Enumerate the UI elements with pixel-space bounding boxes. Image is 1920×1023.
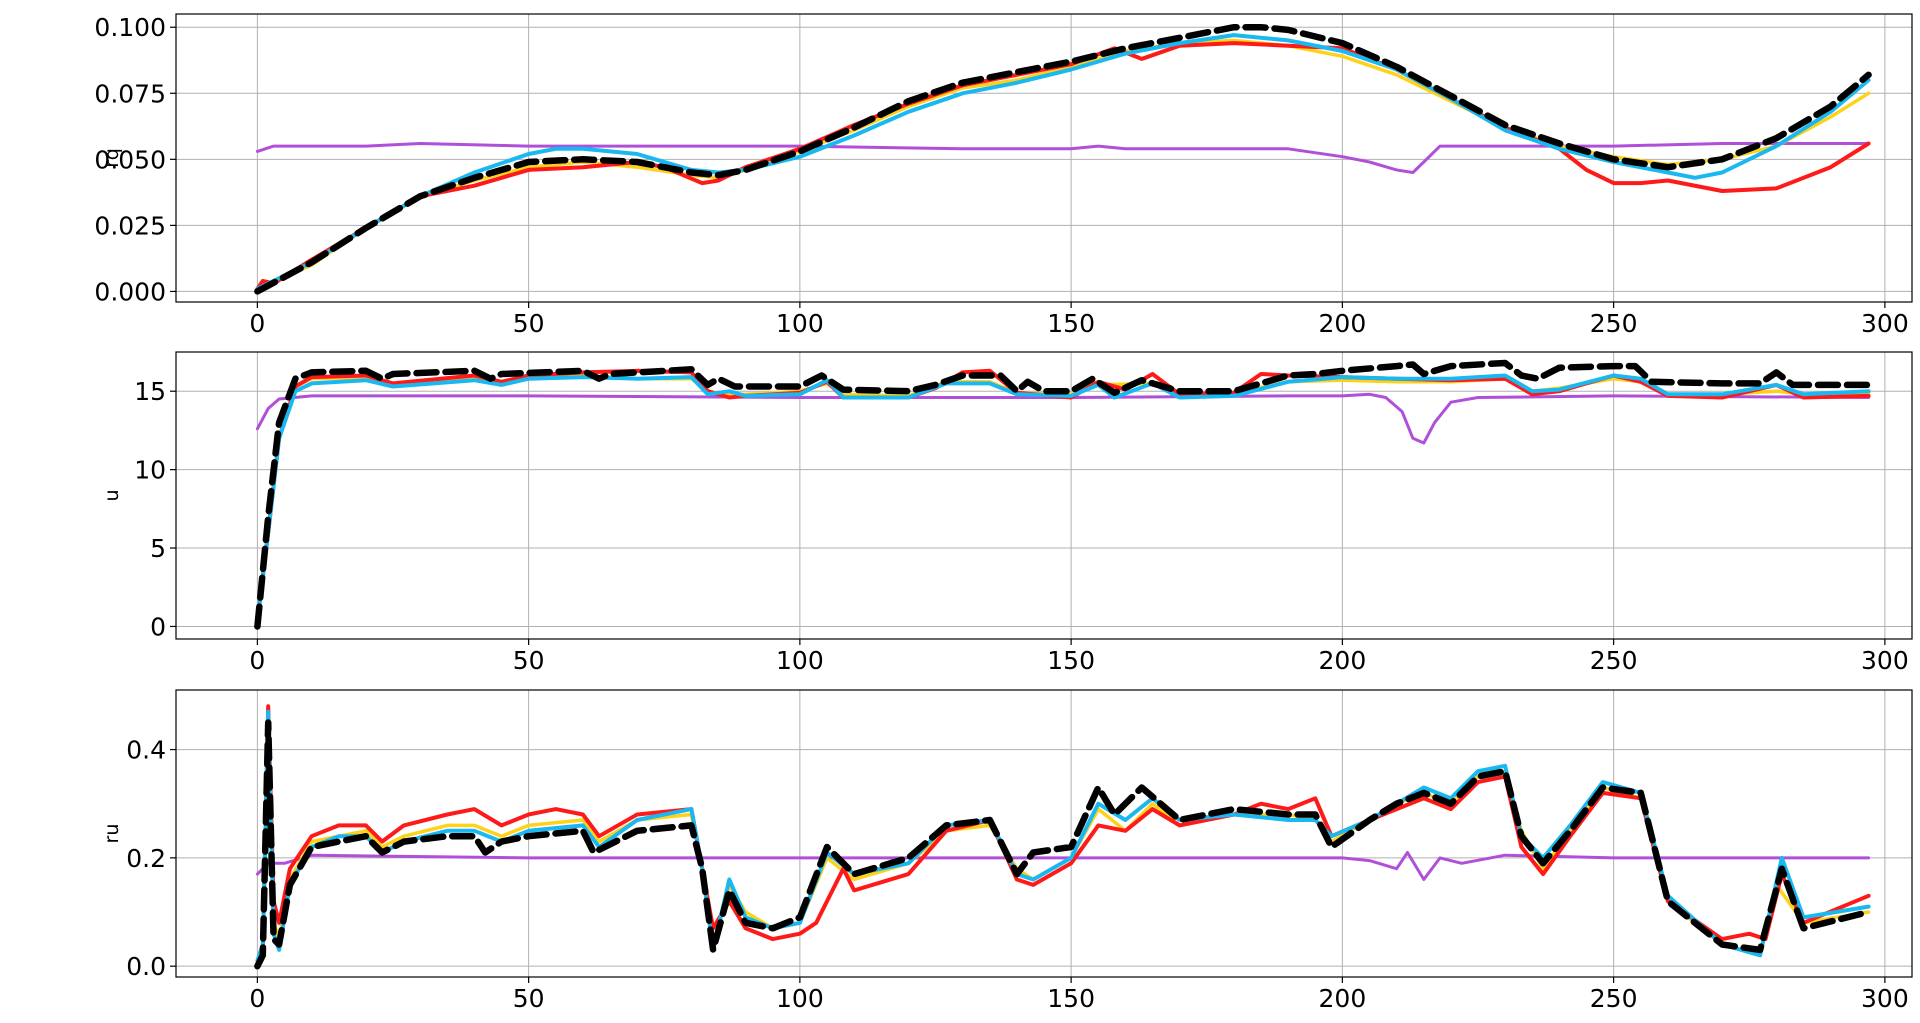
y-tick-label: 0.100: [94, 13, 166, 42]
x-tick-label: 100: [776, 309, 824, 338]
series-line-purple: [255, 142, 1871, 174]
x-tick-label: 250: [1590, 646, 1638, 675]
x-tick-label: 150: [1047, 984, 1095, 1013]
y-tick-label: 0.025: [94, 211, 166, 240]
y-tick-label: 0: [150, 612, 166, 641]
y-axis-label: ru: [101, 824, 123, 844]
y-axis-label: u: [101, 489, 123, 501]
ru-subplot: 0 50 100 150 200 250 300 0.0 0.2 0.4 ru: [101, 689, 1913, 1013]
series-line-cyan: [255, 373, 1871, 623]
x-tick-label: 50: [513, 309, 545, 338]
x-tick-label: 300: [1861, 984, 1909, 1013]
x-tick-label: 150: [1047, 309, 1095, 338]
y-tick-label: 0.000: [94, 277, 166, 306]
x-tick-label: 100: [776, 646, 824, 675]
x-tick-label: 200: [1319, 984, 1367, 1013]
x-tick-label: 250: [1590, 984, 1638, 1013]
x-tick-label: 0: [249, 309, 265, 338]
y-tick-label: 10: [134, 456, 166, 485]
x-tick-label: 50: [513, 984, 545, 1013]
series-line-gold: [255, 373, 1871, 621]
y-tick-label: 0.4: [126, 736, 166, 765]
y-tick-label: 0.075: [94, 79, 166, 108]
series-line-red: [255, 41, 1871, 291]
series-line-cyan: [255, 33, 1871, 291]
y-axis-label: rq: [101, 148, 123, 168]
x-tick-label: 0: [249, 984, 265, 1013]
y-tick-label: 0.0: [126, 952, 166, 981]
series-group: [254, 359, 1872, 630]
series-group: [254, 704, 1872, 970]
rq-subplot: 0 50 100 150 200 250 300 0.000 0.025 0.050 0.075 0.…: [94, 13, 1913, 338]
y-tick-label: 0.2: [126, 844, 166, 873]
x-tick-label: 50: [513, 646, 545, 675]
x-tick-label: 0: [249, 646, 265, 675]
series-group: [254, 23, 1872, 295]
x-tick-label: 300: [1861, 309, 1909, 338]
x-tick-label: 200: [1319, 646, 1367, 675]
x-tick-label: 250: [1590, 309, 1638, 338]
series-line-black: [254, 359, 1872, 630]
x-tick-label: 150: [1047, 646, 1095, 675]
series-line-purple: [255, 392, 1871, 445]
x-tick-label: 200: [1319, 309, 1367, 338]
x-tick-label: 100: [776, 984, 824, 1013]
axes-frame: [175, 13, 1913, 303]
y-tick-label: 0.050: [94, 145, 166, 174]
axes-frame: [175, 689, 1913, 978]
series-line-red: [255, 368, 1871, 624]
u-subplot: 0 50 100 150 200 250 300 0 5 10 15 u: [101, 351, 1913, 675]
series-line-black: [254, 719, 1872, 970]
y-tick-label: 15: [134, 377, 166, 406]
y-tick-label: 5: [150, 534, 166, 563]
series-line-black: [254, 23, 1872, 295]
axes-frame: [175, 351, 1913, 640]
x-tick-label: 300: [1861, 646, 1909, 675]
